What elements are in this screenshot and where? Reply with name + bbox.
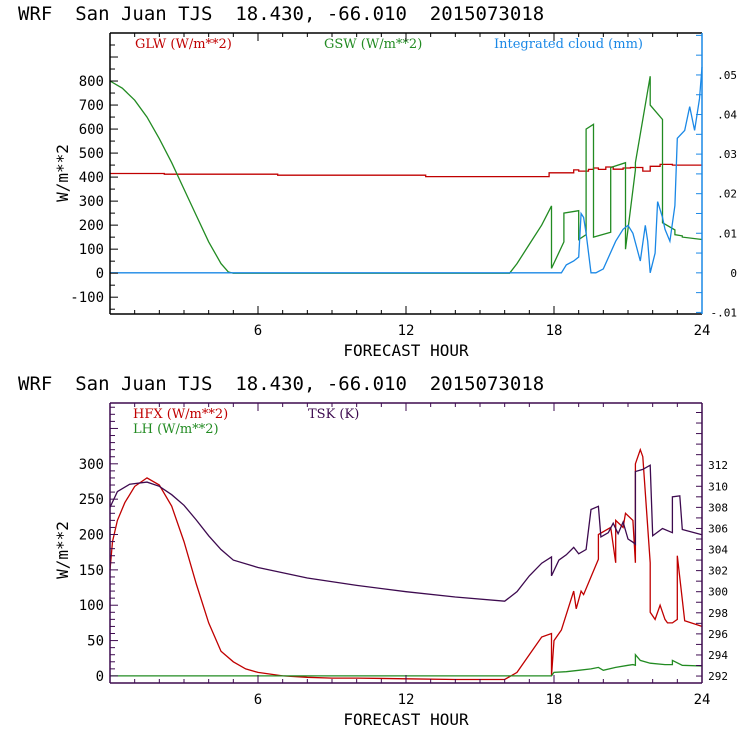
series-line-integrated xyxy=(110,66,703,274)
y2-tick-label: 310 xyxy=(708,480,728,493)
series-line-glw xyxy=(110,163,702,178)
radiation-cloud-chart: WRF San Juan TJS 18.430, -66.010 2015073… xyxy=(18,3,737,360)
y-tick-label: -100 xyxy=(70,290,104,306)
y-tick-label: 100 xyxy=(79,598,104,614)
x-axis-label: FORECAST HOUR xyxy=(343,710,469,729)
y-tick-label: 250 xyxy=(79,492,104,508)
y-tick-label: 200 xyxy=(79,218,104,234)
x-tick-label: 18 xyxy=(546,692,563,708)
x-tick-label: 12 xyxy=(398,323,415,339)
y2-tick-label: 306 xyxy=(708,522,728,535)
y-tick-label: 300 xyxy=(79,194,104,210)
y-tick-label: 500 xyxy=(79,146,104,162)
y2-tick-label: 304 xyxy=(708,544,728,557)
y-axis-label: W/m**2 xyxy=(53,521,72,579)
x-tick-label: 12 xyxy=(398,692,415,708)
y-tick-label: 0 xyxy=(96,266,104,282)
x-tick-label: 24 xyxy=(694,692,711,708)
y-tick-label: 150 xyxy=(79,563,104,579)
chart-title: WRF San Juan TJS 18.430, -66.010 2015073… xyxy=(18,373,544,395)
series-line-lh xyxy=(110,652,703,677)
x-tick-label: 6 xyxy=(254,692,262,708)
y2-tick-label: 292 xyxy=(708,670,728,683)
y2-tick-label: 308 xyxy=(708,501,728,514)
y-tick-label: 50 xyxy=(87,634,104,650)
legend-lh: LH (W/m**2) xyxy=(133,422,219,437)
legend-gsw: GSW (W/m**2) xyxy=(324,37,422,52)
y2-tick-label: 0 xyxy=(730,267,737,280)
surface-flux-chart: WRF San Juan TJS 18.430, -66.010 2015073… xyxy=(18,373,728,729)
x-tick-label: 18 xyxy=(546,323,563,339)
y2-tick-label: 298 xyxy=(708,607,728,620)
y2-tick-label: -.01 xyxy=(711,306,738,319)
y2-tick-label: .03 xyxy=(717,148,737,161)
y2-tick-label: 302 xyxy=(708,565,728,578)
series-line-gsw xyxy=(109,76,703,274)
y-tick-label: 200 xyxy=(79,528,104,544)
y2-tick-label: 312 xyxy=(708,459,728,472)
y2-tick-label: 296 xyxy=(708,628,728,641)
legend-tsk: TSK (K) xyxy=(308,407,359,422)
y-tick-label: 300 xyxy=(79,457,104,473)
y2-tick-label: 294 xyxy=(708,649,728,662)
legend-hfx: HFX (W/m**2) xyxy=(133,407,228,422)
y2-tick-label: .02 xyxy=(717,188,737,201)
y-tick-label: 600 xyxy=(79,122,104,138)
x-tick-label: 24 xyxy=(694,323,711,339)
y2-tick-label: .04 xyxy=(717,109,737,122)
y-tick-label: 0 xyxy=(96,669,104,685)
y-tick-label: 800 xyxy=(79,74,104,90)
y2-tick-label: .05 xyxy=(717,69,737,82)
x-axis-label: FORECAST HOUR xyxy=(343,341,469,360)
series-line-tsk xyxy=(109,464,703,602)
y-axis-label: W/m**2 xyxy=(53,144,72,202)
y-tick-label: 400 xyxy=(79,170,104,186)
series-line-hfx xyxy=(109,447,703,681)
legend-glw: GLW (W/m**2) xyxy=(135,37,232,52)
y2-tick-label: .01 xyxy=(717,227,737,240)
legend-integrated-cloud: Integrated cloud (mm) xyxy=(494,37,643,52)
x-tick-label: 6 xyxy=(254,323,262,339)
y2-tick-label: 300 xyxy=(708,586,728,599)
y-tick-label: 700 xyxy=(79,98,104,114)
chart-title: WRF San Juan TJS 18.430, -66.010 2015073… xyxy=(18,3,544,25)
y-tick-label: 100 xyxy=(79,242,104,258)
